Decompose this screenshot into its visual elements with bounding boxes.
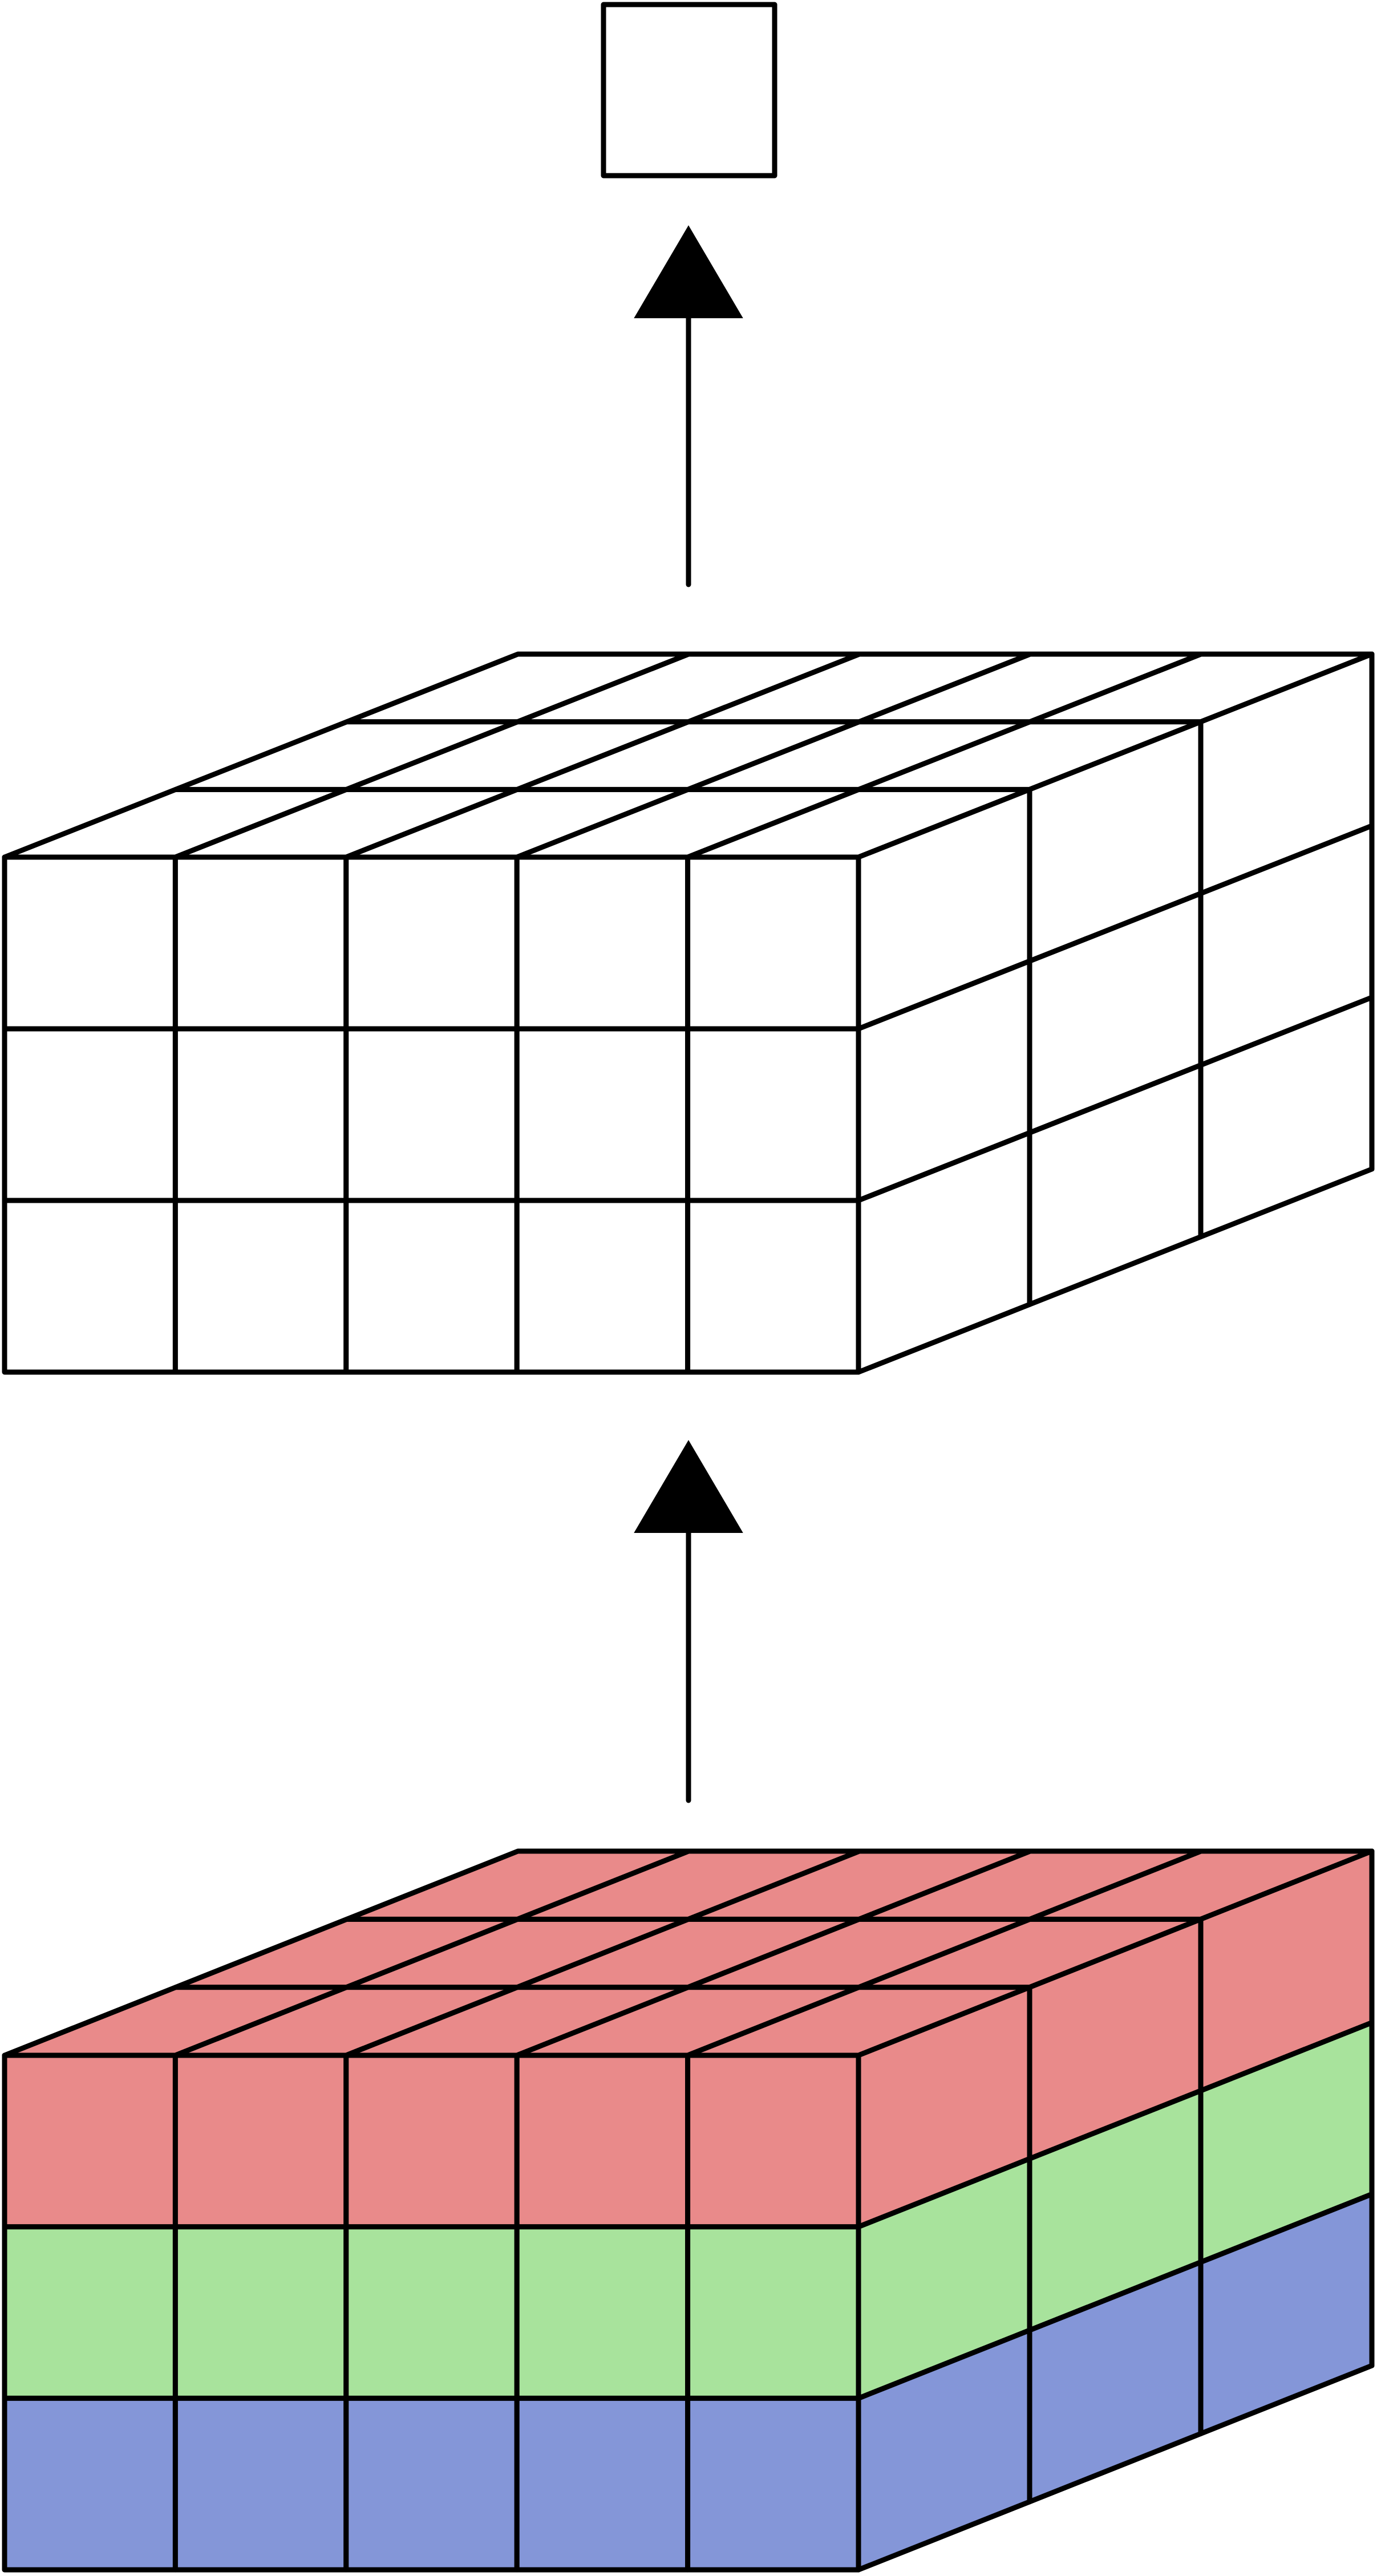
front-face-cell [343, 2395, 520, 2573]
front-face-cell [2, 2224, 178, 2401]
arrow-to-middle-icon [634, 1440, 743, 1803]
side-face-cell [1198, 2191, 1375, 2436]
front-face-cell [685, 1026, 861, 1203]
front-face-cell [2, 2395, 178, 2573]
front-face-cell [343, 2224, 520, 2401]
front-face-cell [685, 2395, 861, 2573]
middle-grid-block [2, 651, 1375, 1375]
front-face-cell [514, 1026, 691, 1203]
front-face-cell [514, 2052, 691, 2230]
front-face-cell [514, 1198, 691, 1375]
colored-input-block [2, 1848, 1375, 2573]
front-face-cell [2, 854, 178, 1032]
front-face-cell [685, 2224, 861, 2401]
front-face-cell [2, 2052, 178, 2230]
front-face-cell [343, 1198, 520, 1375]
front-face-cell [685, 1198, 861, 1375]
arrow-head [634, 225, 743, 318]
front-face-cell [514, 2395, 691, 2573]
front-face-cell [343, 854, 520, 1032]
front-face-cell [514, 2224, 691, 2401]
front-face-cell [514, 854, 691, 1032]
front-face-cell [172, 854, 349, 1032]
arrow-head [634, 1440, 743, 1533]
output-cell [601, 2, 777, 179]
front-face-cell [172, 2052, 349, 2230]
front-face-cell [343, 2052, 520, 2230]
front-face-cell [2, 1026, 178, 1203]
front-face-cell [685, 2052, 861, 2230]
front-face-cell [172, 2224, 349, 2401]
front-face-cell [172, 1026, 349, 1203]
front-face-cell [172, 2395, 349, 2573]
front-face-cell [172, 1198, 349, 1375]
side-face-cell [1198, 995, 1375, 1240]
output-square [601, 2, 777, 179]
front-face-cell [685, 854, 861, 1032]
front-face-cell [2, 1198, 178, 1375]
front-face-cell [343, 1026, 520, 1203]
arrow-to-output-icon [634, 225, 743, 587]
